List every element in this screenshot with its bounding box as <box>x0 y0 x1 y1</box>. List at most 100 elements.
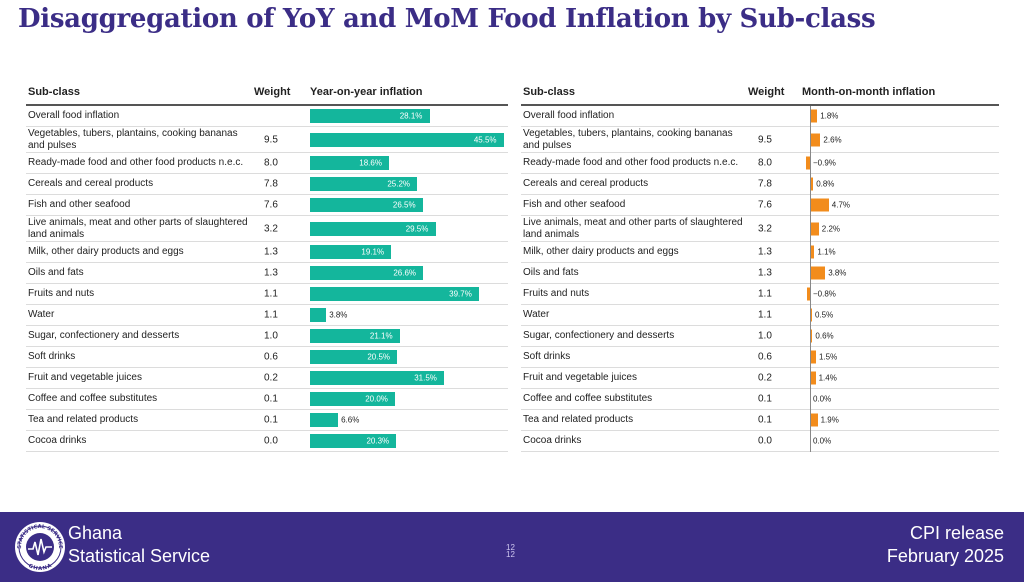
mom-subclass-label: Fruit and vegetable juices <box>523 372 637 383</box>
yoy-value-label: 19.1% <box>361 247 385 257</box>
yoy-row: Cocoa drinks 0.0 20.3% <box>26 431 508 452</box>
mom-weight-value: 1.3 <box>758 267 772 279</box>
yoy-subclass-label: Fruits and nuts <box>28 288 95 299</box>
page-title: Disaggregation of YoY and MoM Food Infla… <box>18 4 876 34</box>
mom-value-label: 2.2% <box>821 224 841 233</box>
mom-bar-zone: 1.9% <box>800 410 920 430</box>
yoy-value-label: 3.8% <box>329 310 348 320</box>
mom-bar-zone: 0.0% <box>800 389 920 409</box>
yoy-weight-value: 0.1 <box>264 393 278 405</box>
mom-row: Oils and fats 1.3 3.8% <box>521 263 999 284</box>
yoy-table-header: Sub-class Weight Year-on-year inflation <box>26 80 508 106</box>
mom-value-label: 0.8% <box>816 179 835 189</box>
mom-value-label: 4.7% <box>831 200 851 210</box>
mom-weight-value: 0.2 <box>758 372 772 384</box>
yoy-bar-zone: 26.6% <box>310 263 506 283</box>
mom-subclass-label: Tea and related products <box>523 414 634 425</box>
mom-weight-value: 0.6 <box>758 351 772 363</box>
yoy-bar-zone: 25.2% <box>310 174 506 194</box>
mom-subclass-label: Overall food inflation <box>523 110 615 121</box>
logo-text-bottom: GHANA <box>27 563 53 572</box>
yoy-row: Sugar, confectionery and desserts 1.0 21.1… <box>26 326 508 347</box>
yoy-bar <box>310 371 445 385</box>
yoy-bar-zone: 20.0% <box>310 389 506 409</box>
mom-zero-axis <box>810 106 811 452</box>
yoy-weight-header: Weight <box>254 86 291 98</box>
org-name-line1: Ghana <box>68 523 123 543</box>
mom-bar-zone: 0.6% <box>800 326 920 346</box>
yoy-value-label: 6.6% <box>341 415 360 425</box>
mom-subclass-label: Ready-made food and other food products … <box>523 157 739 168</box>
yoy-weight-value: 9.5 <box>264 134 278 145</box>
yoy-bar <box>310 245 392 259</box>
mom-subclass-header: Sub-class <box>523 86 575 98</box>
yoy-bar <box>310 308 327 322</box>
yoy-bar <box>310 221 436 236</box>
yoy-subclass-header: Sub-class <box>28 86 80 98</box>
yoy-subclass-label: Water <box>28 309 55 320</box>
mom-row: Fruits and nuts 1.1 −0.8% <box>521 284 999 305</box>
mom-subclass-label: Live animals, meat and other parts of sl… <box>523 216 743 240</box>
page-number-bottom: 12 <box>506 550 515 559</box>
yoy-rows: Overall food inflation 28.1% Vegetables, t… <box>26 106 508 452</box>
mom-row: Cereals and cereal products 7.8 0.8% <box>521 174 999 195</box>
yoy-bar-zone: 20.5% <box>310 347 506 367</box>
mom-bar <box>810 133 821 146</box>
mom-bar-zone: 1.8% <box>800 106 920 126</box>
yoy-row: Overall food inflation 28.1% <box>26 106 508 127</box>
mom-row: Fruit and vegetable juices 0.2 1.4% <box>521 368 999 389</box>
mom-weight-value: 1.1 <box>758 288 772 300</box>
yoy-row: Ready-made food and other food products … <box>26 153 508 174</box>
mom-rows: Overall food inflation 1.8% Vegetables, tu… <box>521 106 999 452</box>
yoy-value-label: 26.6% <box>393 268 417 278</box>
yoy-bar <box>310 177 418 191</box>
yoy-subclass-label: Sugar, confectionery and desserts <box>28 330 180 341</box>
page-number-top: 12 <box>506 543 515 552</box>
footer-bar: STATISTICAL SERVICE GHANA Ghana Statisti… <box>0 512 1024 582</box>
yoy-weight-value: 0.6 <box>264 351 278 363</box>
yoy-bar-zone: 21.1% <box>310 326 506 346</box>
mom-bar-zone: −0.9% <box>800 153 920 173</box>
mom-row: Tea and related products 0.1 1.9% <box>521 410 999 431</box>
yoy-bar-zone: 39.7% <box>310 284 506 304</box>
gss-logo-icon: STATISTICAL SERVICE GHANA <box>15 522 65 572</box>
mom-row: Live animals, meat and other parts of sl… <box>521 216 999 242</box>
yoy-value-label: 20.0% <box>365 394 388 404</box>
mom-row: Overall food inflation 1.8% <box>521 106 999 127</box>
yoy-subclass-label: Coffee and coffee substitutes <box>28 393 158 404</box>
mom-weight-value: 0.1 <box>758 414 772 426</box>
yoy-row: Fruit and vegetable juices 0.2 31.5% <box>26 368 508 389</box>
yoy-weight-value: 0.0 <box>264 435 278 447</box>
mom-subclass-label: Fruits and nuts <box>523 288 590 299</box>
mom-value-label: 0.0% <box>813 436 832 446</box>
mom-bar-zone: −0.8% <box>800 284 920 304</box>
yoy-bar <box>310 329 400 343</box>
mom-bar-zone: 0.8% <box>800 174 920 194</box>
yoy-weight-value: 7.8 <box>264 178 278 190</box>
mom-value-label: 1.1% <box>817 247 836 257</box>
mom-bar <box>810 371 816 385</box>
mom-bar-zone: 0.5% <box>800 305 920 325</box>
yoy-subclass-label: Live animals, meat and other parts of sl… <box>28 216 248 240</box>
mom-bar <box>810 222 819 235</box>
mom-value-label: −0.8% <box>813 289 836 299</box>
yoy-table: Sub-class Weight Year-on-year inflation … <box>26 80 508 452</box>
mom-bar-zone: 2.2% <box>800 216 920 241</box>
mom-bar-zone: 2.6% <box>800 127 920 152</box>
yoy-bar <box>310 156 390 170</box>
yoy-weight-value: 1.3 <box>264 246 278 258</box>
yoy-bar <box>310 434 397 448</box>
yoy-bar-zone: 20.3% <box>310 431 506 451</box>
mom-bar <box>810 109 818 123</box>
mom-value-label: −0.9% <box>813 158 836 168</box>
yoy-row: Live animals, meat and other parts of sl… <box>26 216 508 242</box>
mom-value-label: 0.6% <box>815 331 834 341</box>
yoy-value-label: 29.5% <box>405 224 429 233</box>
yoy-weight-value: 8.0 <box>264 157 278 169</box>
yoy-bar <box>310 132 504 147</box>
yoy-row: Water 1.1 3.8% <box>26 305 508 326</box>
mom-bar-zone: 1.4% <box>800 368 920 388</box>
mom-weight-value: 9.5 <box>758 134 772 145</box>
yoy-bar-zone: 3.8% <box>310 305 506 325</box>
yoy-row: Vegetables, tubers, plantains, cooking b… <box>26 127 508 153</box>
